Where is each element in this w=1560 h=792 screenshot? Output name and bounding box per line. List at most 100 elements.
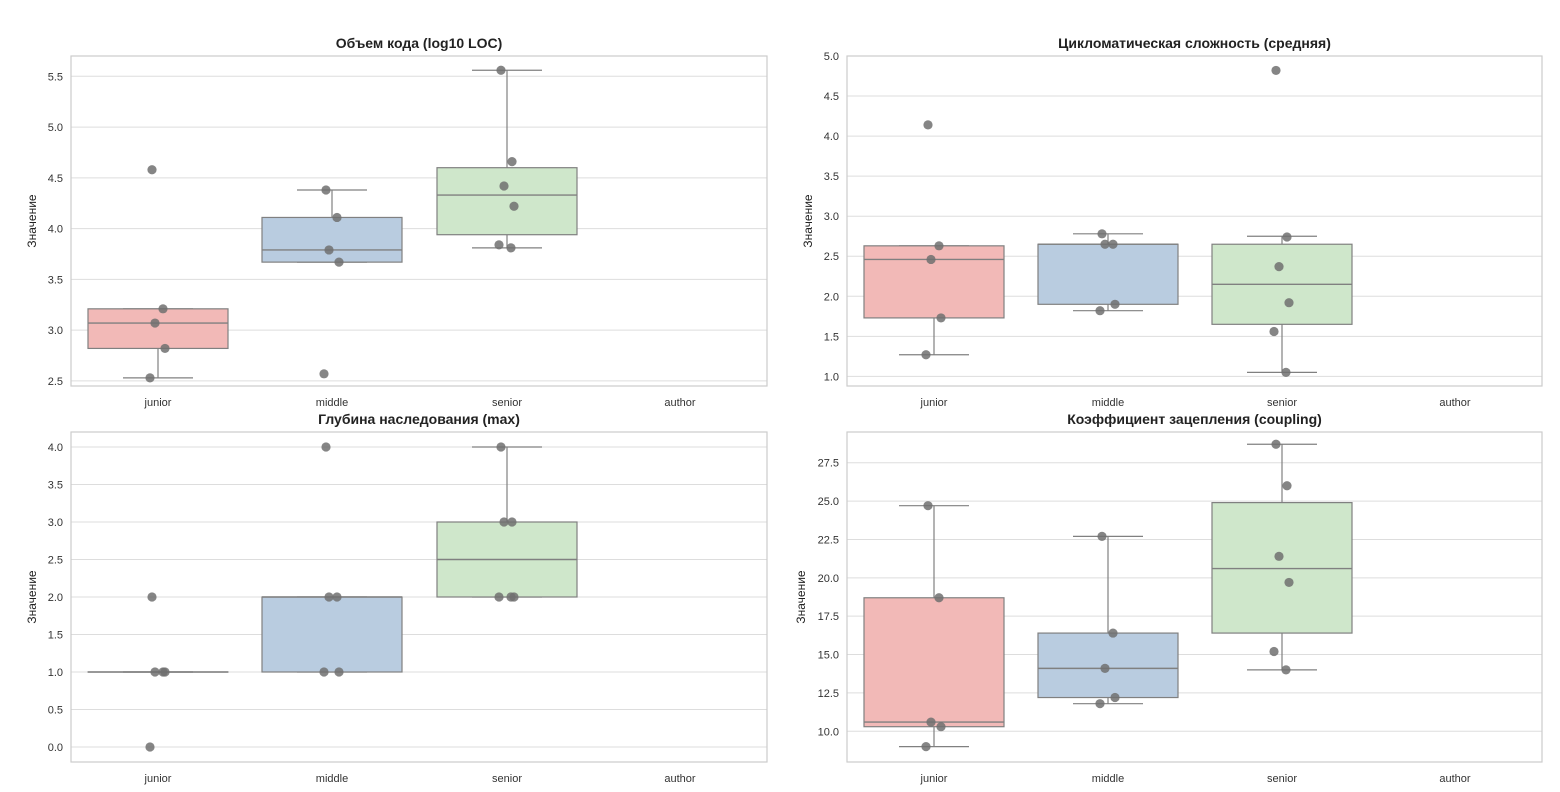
data-point — [321, 185, 331, 195]
y-tick-label: 4.5 — [48, 173, 63, 185]
y-tick-label: 4.0 — [48, 442, 63, 454]
data-point — [1108, 628, 1118, 638]
box-body — [1211, 502, 1353, 634]
chart-title: Объем кода (log10 LOC) — [336, 35, 503, 51]
plot-frame — [846, 55, 1543, 387]
data-point — [147, 592, 157, 602]
data-point — [934, 241, 944, 251]
box-middle — [1037, 229, 1179, 316]
data-point — [1269, 646, 1279, 657]
data-point — [499, 181, 509, 191]
y-axis-label: Значение — [801, 194, 815, 248]
data-point — [160, 667, 170, 677]
data-point — [506, 243, 516, 253]
data-point — [1271, 65, 1281, 76]
data-point — [332, 592, 342, 602]
chart-title: Глубина наследования (max) — [318, 411, 520, 427]
data-point — [1097, 531, 1107, 541]
x-tick-label: author — [664, 397, 696, 409]
box-body — [1037, 243, 1179, 305]
data-point — [334, 257, 344, 267]
box-middle — [261, 185, 403, 379]
data-point — [150, 667, 160, 677]
x-tick-label: senior — [1267, 773, 1297, 785]
y-tick-label: 1.0 — [48, 667, 63, 679]
box-middle — [261, 442, 403, 677]
data-point — [324, 592, 334, 602]
data-point — [321, 442, 331, 452]
box-body — [87, 308, 229, 350]
y-tick-label: 15.0 — [818, 650, 839, 662]
data-point — [499, 517, 509, 527]
data-point — [324, 245, 334, 255]
data-point — [494, 592, 504, 602]
data-point — [936, 313, 946, 323]
data-point — [160, 343, 170, 354]
y-tick-label: 22.5 — [818, 534, 839, 546]
data-point — [332, 212, 342, 223]
y-tick-label: 1.5 — [48, 630, 63, 642]
data-point — [1095, 699, 1105, 709]
chart-panel-4: 10.0 12.5 15.0 17.5 20.0 22.5 25.0 27.5 junior mi… — [794, 411, 1543, 785]
data-point — [1095, 306, 1105, 316]
y-tick-label: 2.5 — [824, 251, 839, 263]
y-tick-label: 20.0 — [818, 573, 839, 585]
data-point — [923, 120, 933, 130]
y-tick-label: 3.5 — [824, 171, 839, 183]
x-tick-label: senior — [492, 397, 522, 409]
data-point — [509, 201, 519, 211]
x-tick-label: author — [664, 773, 696, 785]
plot-frame — [846, 431, 1543, 763]
data-point — [147, 165, 157, 175]
y-tick-label: 10.0 — [818, 726, 839, 738]
data-point — [1097, 229, 1107, 239]
y-tick-label: 5.0 — [824, 51, 839, 63]
y-tick-label: 4.5 — [824, 91, 839, 103]
x-tick-label: middle — [1092, 397, 1124, 409]
plot-frame — [70, 55, 768, 387]
x-tick-label: junior — [144, 773, 172, 785]
y-tick-label: 5.0 — [48, 122, 63, 134]
data-point — [1284, 298, 1294, 308]
chart-panel-2: 1.0 1.5 2.0 2.5 3.0 3.5 4.0 4.5 5.0 junior middle s… — [801, 35, 1543, 409]
box-middle — [1037, 531, 1179, 709]
box-body — [261, 596, 403, 673]
chart-panel-1: 2.5 3.0 3.5 4.0 4.5 5.0 5.5 junior middle senior a… — [25, 35, 768, 409]
y-axis-label: Значение — [794, 570, 808, 624]
box-junior — [87, 592, 229, 752]
data-point — [150, 318, 160, 328]
data-point — [334, 667, 344, 677]
x-tick-label: middle — [1092, 773, 1124, 785]
y-tick-label: 4.0 — [824, 131, 839, 143]
y-tick-label: 17.5 — [818, 611, 839, 623]
data-point — [1274, 551, 1284, 561]
y-axis-label: Значение — [25, 570, 39, 624]
y-tick-label: 2.0 — [824, 291, 839, 303]
box-senior — [1211, 65, 1353, 377]
x-tick-label: author — [1439, 397, 1471, 409]
data-point — [145, 373, 155, 383]
data-point — [1281, 665, 1291, 675]
box-body — [863, 597, 1005, 728]
data-point — [926, 254, 936, 265]
data-point — [1110, 299, 1120, 309]
data-point — [1269, 326, 1279, 337]
data-point — [319, 667, 329, 677]
data-point — [496, 442, 506, 452]
box-body — [261, 216, 403, 263]
box-senior — [1211, 439, 1353, 675]
data-point — [1281, 367, 1291, 377]
y-tick-label: 1.5 — [824, 331, 839, 343]
data-point — [1100, 239, 1110, 249]
data-point — [934, 593, 944, 603]
y-tick-label: 3.0 — [824, 211, 839, 223]
data-point — [145, 742, 155, 752]
data-point — [1110, 692, 1120, 703]
y-tick-label: 3.5 — [48, 480, 63, 492]
y-tick-label: 2.0 — [48, 592, 63, 604]
x-tick-label: middle — [316, 397, 348, 409]
chart-title: Цикломатическая сложность (средняя) — [1058, 35, 1331, 51]
y-tick-label: 3.0 — [48, 517, 63, 529]
x-tick-label: senior — [1267, 397, 1297, 409]
